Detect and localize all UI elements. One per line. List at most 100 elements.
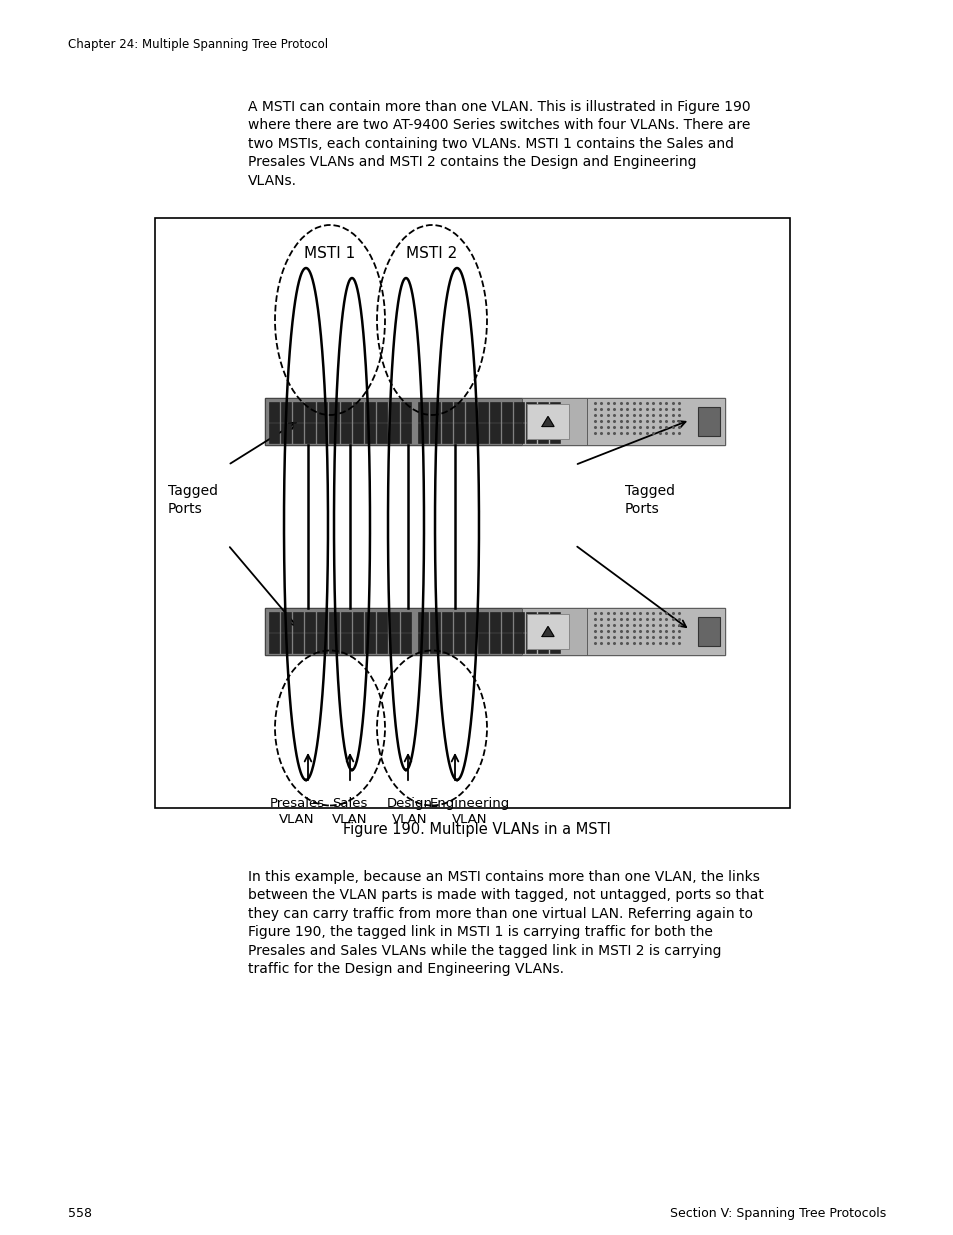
Polygon shape <box>541 416 554 426</box>
Polygon shape <box>541 626 554 636</box>
Bar <box>265 608 724 655</box>
Bar <box>305 424 315 442</box>
Text: Figure 190. Multiple VLANs in a MSTI: Figure 190. Multiple VLANs in a MSTI <box>343 823 610 837</box>
Text: Design
VLAN: Design VLAN <box>387 797 433 826</box>
Bar <box>525 403 536 421</box>
Bar <box>365 424 375 442</box>
Bar <box>454 613 464 631</box>
Bar <box>353 403 363 421</box>
Bar <box>537 403 548 421</box>
Bar <box>514 424 524 442</box>
Text: 558: 558 <box>68 1207 91 1220</box>
Bar <box>514 403 524 421</box>
Bar <box>550 424 560 442</box>
Bar <box>454 424 464 442</box>
Bar <box>430 424 440 442</box>
Bar <box>265 398 521 445</box>
Bar <box>269 424 279 442</box>
Bar <box>365 634 375 652</box>
Bar <box>293 403 303 421</box>
Bar <box>329 613 339 631</box>
Bar <box>269 613 279 631</box>
Bar <box>417 613 428 631</box>
Bar <box>376 424 387 442</box>
Bar <box>490 403 500 421</box>
Bar <box>417 634 428 652</box>
Bar <box>376 613 387 631</box>
Bar <box>430 613 440 631</box>
Bar <box>329 403 339 421</box>
Bar <box>537 634 548 652</box>
Bar <box>465 613 476 631</box>
Bar <box>490 424 500 442</box>
Bar <box>501 403 512 421</box>
Bar <box>465 403 476 421</box>
Bar <box>400 634 411 652</box>
Bar <box>265 398 724 445</box>
Text: MSTI 2: MSTI 2 <box>406 246 457 261</box>
Bar <box>441 613 452 631</box>
Bar <box>293 424 303 442</box>
Bar <box>316 634 327 652</box>
Bar <box>305 613 315 631</box>
Bar <box>586 398 724 445</box>
Bar <box>316 613 327 631</box>
Bar <box>154 219 789 808</box>
Text: Engineering
VLAN: Engineering VLAN <box>430 797 510 826</box>
Bar <box>329 634 339 652</box>
Bar <box>477 613 488 631</box>
Bar <box>454 634 464 652</box>
Bar <box>389 613 399 631</box>
Bar <box>353 634 363 652</box>
Bar <box>550 613 560 631</box>
Text: Chapter 24: Multiple Spanning Tree Protocol: Chapter 24: Multiple Spanning Tree Proto… <box>68 38 328 51</box>
Bar <box>281 613 292 631</box>
Bar <box>537 424 548 442</box>
Bar <box>329 424 339 442</box>
Bar <box>417 424 428 442</box>
Bar <box>316 424 327 442</box>
Bar <box>550 634 560 652</box>
Text: Section V: Spanning Tree Protocols: Section V: Spanning Tree Protocols <box>669 1207 885 1220</box>
Bar <box>490 634 500 652</box>
Text: A MSTI can contain more than one VLAN. This is illustrated in Figure 190
where t: A MSTI can contain more than one VLAN. T… <box>248 100 750 188</box>
Bar <box>525 613 536 631</box>
Bar <box>477 634 488 652</box>
Bar <box>698 408 720 436</box>
Bar <box>376 403 387 421</box>
Bar <box>365 613 375 631</box>
Text: Tagged
Ports: Tagged Ports <box>168 484 218 516</box>
Bar <box>340 424 351 442</box>
Bar <box>400 403 411 421</box>
Bar <box>526 404 568 438</box>
Bar <box>430 634 440 652</box>
Bar <box>454 403 464 421</box>
Bar <box>269 634 279 652</box>
Bar <box>526 614 568 650</box>
Bar <box>316 403 327 421</box>
Bar <box>305 634 315 652</box>
Bar <box>537 613 548 631</box>
Bar <box>281 634 292 652</box>
Text: Tagged
Ports: Tagged Ports <box>624 484 675 516</box>
Bar <box>340 613 351 631</box>
Bar <box>389 403 399 421</box>
Bar <box>477 403 488 421</box>
Bar <box>293 634 303 652</box>
Bar <box>586 608 724 655</box>
Bar <box>389 424 399 442</box>
Bar <box>465 424 476 442</box>
Bar <box>389 634 399 652</box>
Bar <box>698 618 720 646</box>
Bar <box>525 634 536 652</box>
Bar <box>430 403 440 421</box>
Bar <box>501 424 512 442</box>
Bar <box>340 634 351 652</box>
Bar <box>305 403 315 421</box>
Bar <box>281 424 292 442</box>
Bar <box>441 634 452 652</box>
Bar <box>353 424 363 442</box>
Bar <box>281 403 292 421</box>
Text: Sales
VLAN: Sales VLAN <box>332 797 367 826</box>
Bar <box>550 403 560 421</box>
